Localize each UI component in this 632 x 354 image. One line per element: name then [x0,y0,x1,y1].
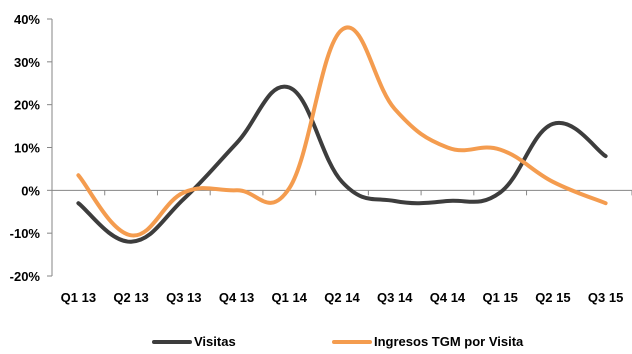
y-tick-label: 40% [14,12,40,27]
x-tick-label: Q4 13 [219,290,254,305]
x-tick-label: Q2 13 [113,290,148,305]
y-tick-label: -10% [10,226,41,241]
x-tick-label: Q3 13 [166,290,201,305]
y-tick-label: 0% [21,183,40,198]
x-tick-label: Q3 15 [588,290,623,305]
legend-item-ingresos: Ingresos TGM por Visita [332,334,523,349]
x-tick-label: Q2 15 [535,290,570,305]
legend-item-visitas: Visitas [152,334,236,349]
y-tick-label: 10% [14,141,40,156]
y-tick-label: 30% [14,55,40,70]
y-axis: 40% 30% 20% 10% 0% -10% -20% [10,12,53,284]
legend-label-ingresos: Ingresos TGM por Visita [374,334,524,349]
legend-label-visitas: Visitas [194,334,236,349]
x-tick-label: Q1 13 [61,290,96,305]
legend: Visitas Ingresos TGM por Visita [0,334,632,354]
x-tick-label: Q1 14 [272,290,308,305]
x-axis: Q1 13 Q2 13 Q3 13 Q4 13 Q1 14 Q2 14 Q3 14 Q4 14… [51,189,632,305]
series-layer [76,25,608,244]
x-tick-label: Q1 15 [482,290,517,305]
x-tick-label: Q4 14 [430,290,466,305]
y-tick-label: 20% [14,98,40,113]
series-line-ingresos-tgm-por-visita [76,25,608,238]
series-line-visitas [76,84,608,244]
x-tick-label: Q2 14 [324,290,360,305]
y-tick-label: -20% [10,269,41,284]
legend-swatch-visitas [152,339,192,344]
x-tick-label: Q3 14 [377,290,413,305]
legend-swatch-ingresos [332,339,372,344]
